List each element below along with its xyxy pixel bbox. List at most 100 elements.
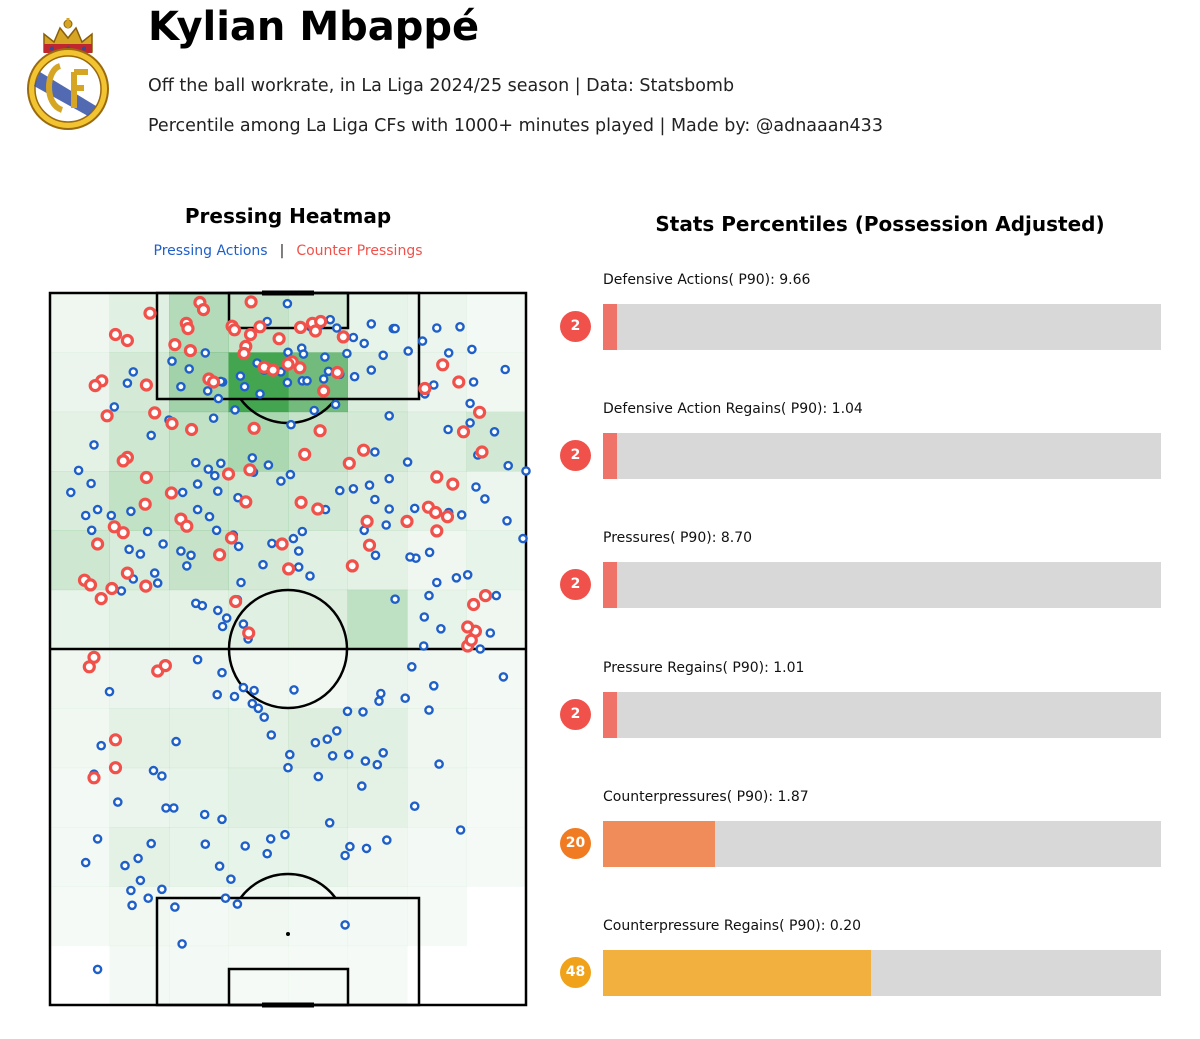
pressing-action-point [259,712,270,723]
pressing-action-point [263,460,274,470]
pressing-action-point [267,538,277,549]
pressing-action-point [211,525,222,536]
pressing-action-point [390,594,400,605]
pressing-action-point [485,628,496,638]
pressing-action-point [491,590,502,601]
stat-row: Counterpressure Regains( P90): 0.20 48 [555,906,1175,1016]
pressing-action-point [170,902,180,912]
stat-label: Defensive Actions( P90): 9.66 [603,272,811,288]
heat-bin [109,886,170,947]
pressing-action-point [143,893,153,904]
heat-bin [466,827,527,887]
pressing-action-point [424,705,434,715]
pressing-action-point [232,899,243,909]
pressing-action-point [327,751,338,761]
stat-bar-fill [603,691,617,738]
pressing-action-point [217,621,228,632]
counter-pressing-point [247,421,261,435]
heat-bin [347,293,408,353]
counter-pressing-point [266,363,280,377]
pressing-action-point [361,843,372,854]
pressing-action-point [113,797,123,807]
pressing-action-point [489,426,500,437]
pressing-action-point [360,756,371,766]
pressing-action-point [247,453,258,463]
counter-pressing-point [108,761,123,775]
pressing-action-point [418,641,429,651]
pressing-action-point [378,350,389,361]
pressing-action-point [161,803,171,813]
pressing-action-point [298,349,309,359]
heat-bin [407,589,467,650]
pressing-action-point [199,809,210,820]
counter-pressing-point [311,502,325,516]
pressing-action-point [109,402,120,412]
counter-pressing-point [243,463,257,477]
pressing-action-point [168,803,179,813]
pressing-action-point [348,332,359,343]
heat-bin [169,589,229,650]
pressing-action-point [325,314,336,325]
pressing-action-point [208,413,219,424]
pressing-action-point [284,749,295,760]
pressing-action-point [471,482,481,492]
pressing-action-point [203,464,214,475]
heatmap-title: Pressing Heatmap [184,204,392,228]
center-circle [227,588,349,710]
real-madrid-crest-icon [27,18,109,130]
pressing-action-point [177,487,188,498]
counter-pressing-point [105,581,119,596]
pressing-action-point [468,377,479,387]
heat-bin [50,708,110,769]
counter-pressing-point [165,416,179,431]
pressing-action-point [265,834,276,844]
counter-pressing-point [224,531,239,545]
pressing-action-point [305,571,315,581]
heat-bin [109,352,170,413]
heat-bin [288,945,348,1006]
pressing-action-point [126,506,136,517]
pressing-action-point [465,398,475,409]
counter-pressing-point [139,579,153,593]
pressing-action-point [89,440,99,450]
legend-pressing-actions: Pressing Actions [153,243,268,259]
pressing-action-point [126,885,136,896]
stat-label: Counterpressures( P90): 1.87 [603,788,809,805]
counter-pressing-point [464,633,478,647]
heat-bin [466,293,527,353]
pressing-action-point [209,470,220,481]
pressing-action-point [92,834,103,844]
counter-pressing-point [243,327,258,342]
counter-pressing-point [139,470,153,485]
pressing-action-point [238,619,249,629]
pressing-action-point [249,685,259,696]
pressing-action-point [181,561,192,571]
counter-pressing-point [88,379,102,393]
stat-label: Pressure Regains( P90): 1.01 [603,659,805,676]
counter-pressing-point [298,447,312,461]
pressing-action-point [302,375,312,386]
counter-pressing-point [430,470,444,484]
counter-pressing-point [221,467,236,481]
pressing-action-point [521,466,531,476]
counter-pressing-point [108,733,123,747]
counter-pressing-point [227,323,242,337]
pressing-action-point [148,765,159,776]
stats-title: Stats Percentiles (Possession Adjusted) [655,212,1105,236]
heat-bin [288,530,348,591]
event-markers [66,295,531,975]
heat-bin [50,767,110,828]
stat-track [603,433,1161,480]
percentile-badge: 48 [560,957,591,988]
pressing-action-point [280,829,290,840]
pressing-action-point [431,323,442,333]
counter-pressing-point [467,597,481,612]
counter-pressing-point [120,566,135,580]
percentile-badge: 2 [560,440,591,472]
counter-pressing-point [181,322,195,336]
pressing-action-point [402,457,413,467]
pressing-action-point [106,510,117,521]
pressing-action-point [200,839,211,850]
pressing-action-point [345,841,355,852]
pressing-action-point [378,748,389,758]
